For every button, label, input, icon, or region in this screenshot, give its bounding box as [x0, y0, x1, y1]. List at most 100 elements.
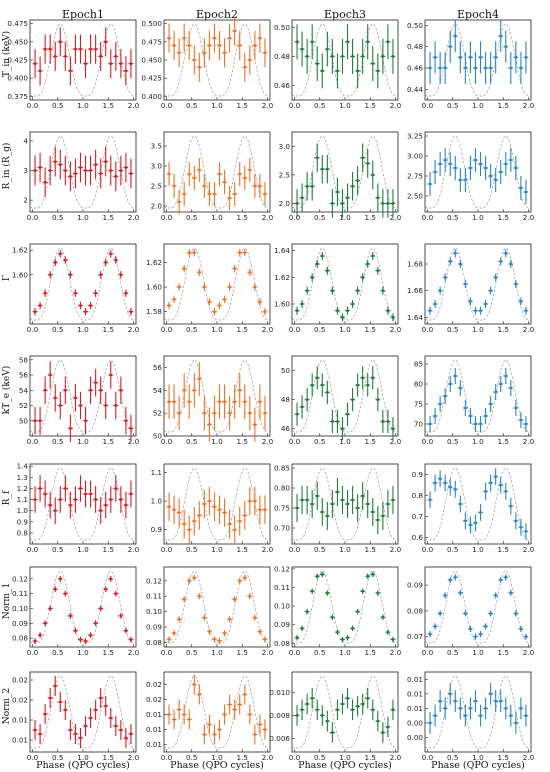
- data-point: [524, 529, 528, 533]
- data-point: [33, 639, 37, 643]
- data-point: [428, 498, 432, 502]
- data-point: [192, 519, 196, 523]
- data-point: [433, 481, 437, 485]
- data-point: [243, 176, 247, 180]
- y-tick-label: 0.475: [7, 19, 28, 28]
- data-point: [315, 376, 319, 380]
- data-point: [182, 267, 186, 271]
- data-point: [514, 519, 518, 523]
- data-point: [315, 62, 319, 66]
- data-point: [167, 36, 171, 40]
- column-title: Epoch4: [457, 8, 499, 21]
- x-tick-label: 1.5: [365, 545, 376, 554]
- data-point: [320, 573, 324, 576]
- data-point: [463, 66, 467, 70]
- data-point: [89, 304, 92, 307]
- data-point: [58, 498, 62, 501]
- x-tick-label: 2.0: [390, 325, 402, 334]
- x-tick-label: 0.0: [161, 437, 173, 446]
- y-tick-label: 1.68: [407, 260, 423, 269]
- y-tick-label: 54: [153, 386, 163, 395]
- panels: 0.0 0.5 1.0 1.5 2.0 0.375 0.400 0.425 0.450 0.475…: [7, 16, 535, 762]
- data-point: [238, 703, 242, 706]
- x-tick-label: 0.5: [447, 648, 458, 657]
- data-point: [208, 423, 211, 426]
- panel-r2-c3: 0.0 0.5 1.0 1.5 2.0 1.64 1.66 1.68: [407, 243, 535, 334]
- column-title: Epoch1: [62, 8, 104, 21]
- data-point: [63, 487, 67, 490]
- data-point: [253, 44, 257, 47]
- data-point: [119, 614, 123, 618]
- x-tick-label: 0.5: [186, 437, 197, 446]
- data-point: [233, 192, 237, 196]
- x-tick-label: 1.0: [472, 648, 484, 657]
- y-tick-label: 0.70: [274, 524, 290, 533]
- x-tick-label: 2.0: [390, 101, 402, 110]
- data-point: [53, 54, 57, 58]
- data-point: [167, 304, 171, 307]
- model-curve: [163, 359, 271, 433]
- x-tick-label: 2.0: [128, 213, 140, 222]
- data-point: [469, 627, 472, 631]
- data-point: [509, 504, 513, 508]
- data-point: [376, 518, 380, 522]
- y-tick-label: 0.425: [7, 56, 28, 65]
- data-point: [58, 40, 62, 44]
- x-tick-label: 1.5: [237, 753, 248, 762]
- data-point: [218, 44, 221, 47]
- model-curve: [291, 135, 399, 209]
- data-point: [53, 396, 57, 400]
- y-tick-label: 1.62: [12, 246, 28, 255]
- data-point: [386, 202, 390, 205]
- data-point: [305, 54, 309, 58]
- data-point: [351, 54, 354, 58]
- data-point: [202, 184, 206, 188]
- x-tick-label: 2.0: [262, 648, 274, 657]
- data-point: [310, 696, 314, 700]
- y-tick-label: 0.02: [146, 680, 162, 689]
- data-point: [238, 519, 242, 523]
- data-point: [361, 702, 365, 706]
- x-tick-label: 0.5: [314, 648, 325, 657]
- data-point: [208, 192, 211, 196]
- model-curve: [291, 570, 399, 644]
- data-point: [330, 731, 334, 734]
- data-point: [248, 594, 252, 598]
- panel-frame: [163, 566, 271, 648]
- data-point: [381, 420, 385, 423]
- data-point: [238, 251, 242, 255]
- data-point: [438, 477, 442, 481]
- data-point: [197, 65, 201, 69]
- x-tick-label: 0.5: [52, 545, 63, 554]
- y-tick-label: 0.008: [269, 711, 290, 720]
- data-point: [192, 58, 196, 62]
- data-point: [391, 54, 395, 58]
- data-point: [474, 635, 477, 639]
- panel-r5-c1: 0.0 0.5 1.0 1.5 2.0 0.08 0.09 0.10 0.11 0.12: [146, 566, 274, 657]
- data-point: [233, 708, 237, 711]
- data-point: [484, 489, 487, 493]
- data-point: [391, 202, 395, 205]
- data-point: [243, 693, 247, 696]
- data-point: [79, 166, 82, 169]
- data-point: [172, 508, 176, 512]
- y-tick-label: 3.5: [151, 142, 162, 151]
- data-point: [258, 508, 262, 512]
- model-curve: [163, 675, 271, 749]
- data-point: [474, 158, 477, 162]
- y-tick-label: 3.0: [279, 142, 291, 151]
- data-point: [187, 172, 191, 176]
- data-point: [315, 574, 319, 578]
- data-point: [463, 406, 467, 410]
- x-tick-label: 2.0: [128, 545, 140, 554]
- data-point: [376, 398, 380, 402]
- data-point: [58, 163, 62, 166]
- data-point: [346, 196, 349, 200]
- x-tick-label: 0.0: [289, 545, 301, 554]
- data-point: [474, 521, 477, 525]
- data-point: [336, 490, 339, 494]
- y-tick-label: 0.80: [274, 484, 290, 493]
- x-tick-label: 1.5: [498, 648, 509, 657]
- data-point: [509, 386, 513, 390]
- data-point: [371, 173, 375, 177]
